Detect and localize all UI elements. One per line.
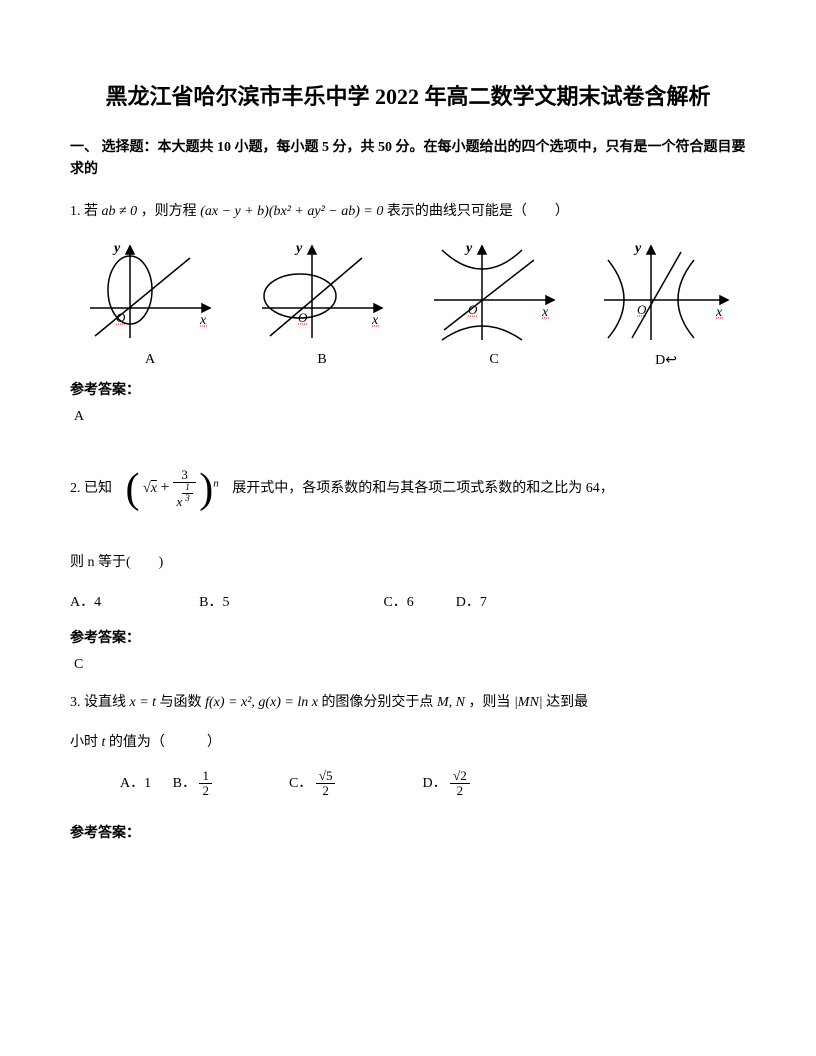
q1-answer-label: 参考答案： bbox=[70, 379, 746, 399]
q3-line2-var: t bbox=[102, 735, 106, 750]
graph-a-label: A bbox=[145, 352, 155, 368]
q3-mid1: 与函数 bbox=[160, 695, 202, 710]
q3-line2-suf: 的值为（ ） bbox=[109, 735, 221, 750]
q3-optA: A．1 bbox=[120, 776, 151, 791]
svg-text:O: O bbox=[298, 310, 308, 325]
q3-line2: 小时 t 的值为（ ） bbox=[70, 729, 746, 757]
q3-optC: C． bbox=[289, 776, 312, 791]
svg-text:y: y bbox=[294, 241, 303, 256]
q3-suffix: 达到最 bbox=[546, 695, 588, 710]
graph-d-svg: O x y bbox=[596, 238, 736, 348]
graph-a-svg: O x y bbox=[80, 238, 220, 348]
question-3: 3. 设直线 x = t 与函数 f(x) = x², g(x) = ln x … bbox=[70, 689, 746, 717]
q3-fracB: 12 bbox=[199, 769, 212, 799]
q1-mid: ，则方程 bbox=[141, 204, 197, 219]
graph-d: O x y D↩ bbox=[596, 238, 736, 369]
q2-expression: ( √x + 3 x13 )n bbox=[116, 441, 229, 537]
graph-b: O x y B bbox=[252, 238, 392, 369]
graph-c-label: C bbox=[489, 352, 498, 368]
q3-mid2: 的图像分别交于点 bbox=[321, 695, 433, 710]
svg-text:O: O bbox=[637, 302, 647, 317]
svg-text:O: O bbox=[116, 310, 126, 325]
page-title: 黑龙江省哈尔滨市丰乐中学 2022 年高二数学文期末试卷含解析 bbox=[70, 80, 746, 113]
q2-answer: C bbox=[74, 657, 746, 673]
q1-eq: (ax − y + b)(bx² + ay² − ab) = 0 bbox=[200, 204, 383, 219]
svg-text:y: y bbox=[464, 241, 473, 256]
q3-mn: |MN| bbox=[514, 695, 543, 710]
q2-suffix: 展开式中，各项系数的和与其各项二项式系数的和之比为 64， bbox=[232, 481, 614, 496]
q1-suffix: 表示的曲线只可能是（ ） bbox=[387, 204, 569, 219]
q3-optD: D． bbox=[422, 776, 446, 791]
q1-prefix: 1. 若 bbox=[70, 204, 98, 219]
q3-options: A．1 B． 12 C． √52 D． √22 bbox=[70, 769, 746, 799]
graph-row: O x y A O x y B bbox=[70, 238, 746, 369]
q2-line2: 则 n 等于( ) bbox=[70, 549, 746, 577]
q3-fracC: √52 bbox=[316, 769, 336, 799]
q2-options: A．4 B．5 C．6 D．7 bbox=[70, 589, 746, 617]
q2-prefix: 2. 已知 bbox=[70, 481, 112, 496]
q3-pts: M, N bbox=[437, 695, 465, 710]
q3-eq1: x = t bbox=[130, 695, 157, 710]
svg-text:y: y bbox=[112, 241, 121, 256]
graph-c: O x y C bbox=[424, 238, 564, 369]
q3-line2-pre: 小时 bbox=[70, 735, 98, 750]
q3-fracD: √22 bbox=[450, 769, 470, 799]
q3-mid3: ，则当 bbox=[468, 695, 510, 710]
q3-prefix: 3. 设直线 bbox=[70, 695, 126, 710]
q2-answer-label: 参考答案： bbox=[70, 627, 746, 647]
svg-text:y: y bbox=[633, 241, 642, 256]
graph-b-label: B bbox=[317, 352, 326, 368]
question-1: 1. 若 ab ≠ 0 ，则方程 (ax − y + b)(bx² + ay² … bbox=[70, 198, 746, 226]
graph-a: O x y A bbox=[80, 238, 220, 369]
graph-d-label: D↩ bbox=[655, 352, 677, 369]
q3-answer-label: 参考答案： bbox=[70, 822, 746, 842]
graph-b-svg: O x y bbox=[252, 238, 392, 348]
svg-text:O: O bbox=[468, 302, 478, 317]
q3-optB: B． bbox=[173, 776, 196, 791]
q1-cond: ab ≠ 0 bbox=[102, 204, 138, 219]
question-2: 2. 已知 ( √x + 3 x13 )n 展开式中，各项系数的和与其各项二项式… bbox=[70, 441, 746, 537]
q1-answer: A bbox=[74, 409, 746, 425]
graph-c-svg: O x y bbox=[424, 238, 564, 348]
section-header: 一、 选择题：本大题共 10 小题，每小题 5 分，共 50 分。在每小题给出的… bbox=[70, 137, 746, 182]
q3-eq2: f(x) = x², g(x) = ln x bbox=[205, 695, 318, 710]
